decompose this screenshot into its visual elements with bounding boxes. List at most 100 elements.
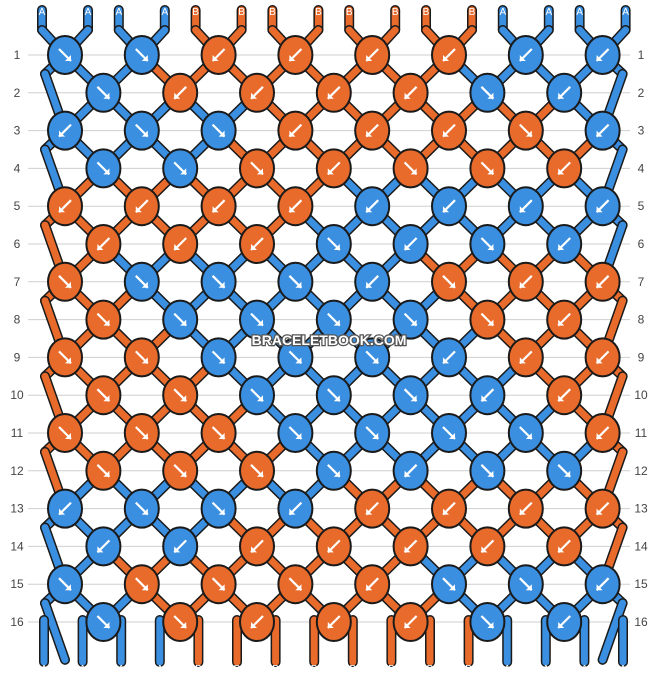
arrow-head-icon [180,622,187,628]
arrow-head-icon [251,546,257,553]
knot [469,72,506,113]
knot [123,413,160,453]
arrow-head-icon [59,130,65,137]
knot [47,186,83,227]
arrow-head-icon [180,470,187,477]
knot [277,110,314,151]
knot [123,110,160,151]
knot [584,261,621,302]
arrow-head-icon [333,470,340,477]
arrow-head-icon [218,281,225,288]
arrow-head-icon [366,130,373,137]
knot [431,261,467,302]
knot [85,299,122,340]
arrow-head-icon [295,433,302,439]
string-label-top: B [269,7,276,18]
knot [200,186,237,227]
arrow-head-icon [251,244,257,250]
arrow-head-icon [449,281,455,288]
knot [162,526,199,567]
knot [315,224,352,264]
row-label-left: 1 [14,48,21,62]
string-label-bottom: B [311,664,318,675]
knot [469,602,506,642]
arrow-head-icon [327,622,334,628]
arrow-head-icon [141,508,148,515]
arrow-head-icon [289,130,296,137]
knot [584,186,621,227]
knot [123,488,160,529]
arrow-head-icon [141,281,148,288]
arrow-head-icon [103,622,110,628]
knot [123,337,160,378]
knot [584,564,621,605]
arrow-head-icon [525,584,532,591]
arrow-head-icon [487,168,494,175]
string-label-bottom: A [581,664,588,675]
knot [507,261,544,302]
string-label-top: A [545,7,552,18]
arrow-head-icon [404,546,411,553]
string-label-top: B [346,7,353,18]
arrow-head-icon [449,584,455,591]
row-label-left: 9 [14,350,21,364]
arrow-head-icon [103,319,110,326]
knot [47,35,83,75]
knot [47,488,83,529]
knot [507,110,544,151]
row-label-right: 9 [638,350,645,364]
knot [584,35,621,75]
knot [507,488,544,529]
row-label-right: 12 [634,464,648,478]
knot [200,564,237,605]
arrow-head-icon [174,546,181,553]
row-label-right: 15 [634,577,648,591]
row-label-left: 6 [14,237,21,251]
arrow-head-icon [97,244,104,250]
arrow-head-icon [295,584,302,591]
row-label-left: 8 [14,313,21,327]
arrow-head-icon [596,357,603,364]
knot [354,110,391,151]
knot [315,526,352,567]
arrow-head-icon [327,168,334,175]
row-label-left: 2 [14,86,21,100]
knot [354,564,391,605]
knot [239,375,275,416]
knot [584,488,621,529]
arrow-head-icon [65,55,71,61]
arrow-head-icon [596,584,603,591]
arrow-head-icon [519,55,526,61]
arrow-head-icon [558,622,565,628]
string-edge [40,598,70,665]
knot [431,186,467,227]
arrow-head-icon [596,281,603,288]
knot [354,413,391,453]
string-label-top: A [39,7,46,18]
knot [469,450,506,491]
knot [469,224,506,264]
knot [200,35,237,75]
knot [239,72,275,113]
arrow-head-icon [558,546,565,553]
knot [162,602,199,642]
arrow-head-icon [333,395,340,402]
knot [546,526,583,567]
row-label-left: 13 [10,502,24,516]
knot [239,224,275,264]
arrow-head-icon [481,395,488,402]
string-label-bottom: A [41,664,48,675]
arrow-head-icon [289,508,296,515]
knot [162,299,199,340]
knot [85,148,122,189]
knot [239,299,275,340]
string-label-bottom: A [542,664,549,675]
row-label-left: 14 [10,539,24,553]
knot [431,35,467,75]
row-label-left: 10 [10,388,24,402]
knot [392,72,429,113]
arrow-head-icon [564,470,571,477]
arrow-head-icon [180,319,187,326]
string-label-bottom: B [465,664,472,675]
arrow-head-icon [366,55,373,61]
